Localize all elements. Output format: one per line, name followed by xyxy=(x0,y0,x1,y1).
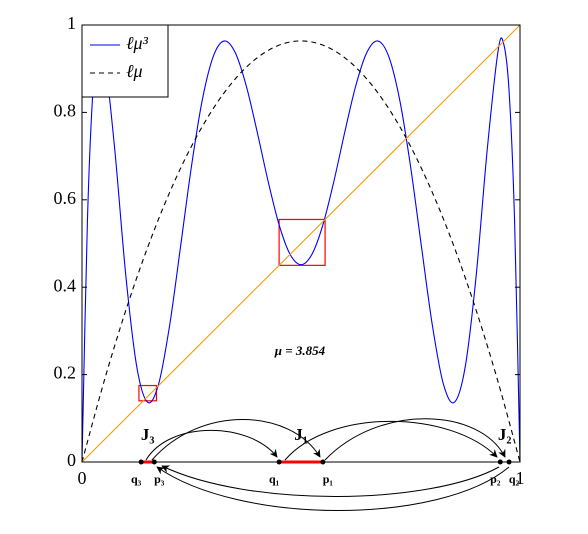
orbit-point xyxy=(320,459,326,465)
interval-label: J₁ xyxy=(294,425,308,444)
curve xyxy=(81,24,521,463)
arrow xyxy=(161,465,500,497)
legend-label: ℓμ xyxy=(126,61,143,81)
x-tick-label: 1 xyxy=(516,468,525,488)
arrow xyxy=(145,429,278,461)
y-tick-label: 0.4 xyxy=(54,275,77,295)
point-label: q₃ xyxy=(131,472,142,486)
point-label: p₂ xyxy=(490,472,501,486)
interval-label: J₂ xyxy=(498,425,512,444)
orbit-point xyxy=(276,459,282,465)
highlight-box xyxy=(138,384,158,402)
y-tick-label: 1 xyxy=(67,13,76,33)
arrow xyxy=(156,466,510,511)
legend-box xyxy=(81,24,169,98)
y-tick-label: 0.8 xyxy=(54,101,77,121)
orbit-point xyxy=(497,459,503,465)
curve xyxy=(81,37,521,463)
curve xyxy=(81,40,521,463)
y-tick-label: 0.6 xyxy=(54,188,77,208)
point-label: p₃ xyxy=(154,472,165,486)
orbit-arrows xyxy=(145,418,510,511)
arrow xyxy=(151,419,321,461)
interval-label: J₃ xyxy=(141,425,155,444)
highlight-box xyxy=(278,218,326,266)
arrow xyxy=(324,418,506,461)
orbit-point xyxy=(151,459,157,465)
point-label: q₁ xyxy=(269,472,280,486)
y-tick-label: 0.2 xyxy=(54,363,77,383)
point-label: q₂ xyxy=(509,472,520,486)
arrow xyxy=(284,420,498,461)
y-tick-label: 0 xyxy=(67,450,76,470)
legend: ℓμ³ ℓμ xyxy=(81,24,169,98)
orbit-point xyxy=(506,459,512,465)
orbit-point xyxy=(138,459,144,465)
mu-label: μ = 3.854 xyxy=(274,343,326,358)
legend-label: ℓμ³ xyxy=(126,33,149,53)
point-label: p₁ xyxy=(323,472,334,486)
x-tick-label: 0 xyxy=(78,468,87,488)
